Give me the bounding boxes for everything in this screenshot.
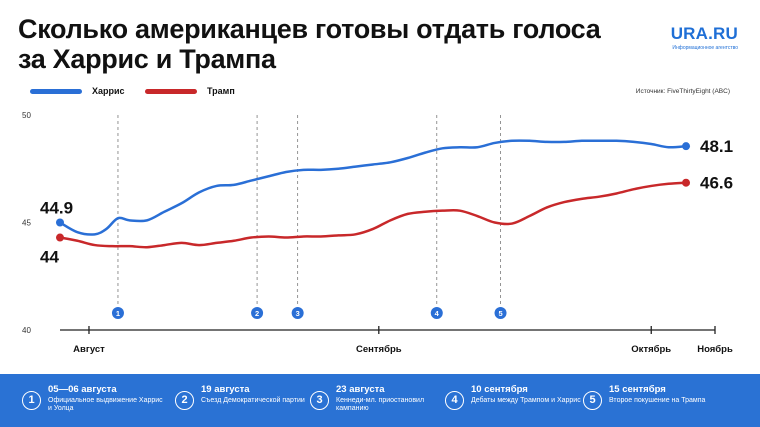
legend-label-harris: Харрис (92, 86, 125, 96)
event-date: 10 сентября (471, 384, 528, 395)
event-date: 23 августа (336, 384, 385, 395)
legend-swatch-harris (30, 89, 82, 95)
legend-item-harris: Харрис (30, 86, 125, 96)
series-start-point (56, 233, 64, 242)
series-start-point (56, 218, 64, 227)
series-start-label: 44.9 (40, 199, 73, 218)
event-marker-number: 2 (255, 309, 259, 318)
event-marker-number: 1 (116, 309, 120, 318)
events-footer: 1 05—06 августа Официальное выдвижение Х… (0, 374, 760, 427)
source-note: Источник: FiveThirtyEight (ABC) (635, 88, 730, 95)
event-date: 05—06 августа (48, 384, 117, 395)
event-marker-number: 4 (435, 309, 440, 318)
event-marker-circle (251, 307, 264, 319)
event-date: 15 сентября (609, 384, 666, 395)
event-date: 19 августа (201, 384, 250, 395)
series-end-label: 48.1 (700, 137, 733, 156)
y-tick-label: 40 (22, 326, 31, 335)
brand-logo[interactable]: URA.RU Информационное агентство (671, 24, 738, 51)
event-number: 3 (310, 391, 329, 410)
event-marker-number: 3 (296, 309, 300, 318)
logo-text: URA.RU (670, 24, 738, 43)
event-marker-circle (430, 307, 443, 319)
y-tick-label: 45 (22, 219, 31, 228)
series-end-point (682, 142, 691, 151)
x-tick-label: Ноябрь (697, 344, 733, 355)
event-number: 1 (22, 391, 41, 410)
series-line-harris (58, 139, 688, 236)
series-start-label: 44 (40, 248, 59, 267)
legend-swatch-trump (145, 89, 197, 95)
chart-title: Сколько американцев готовы отдать голоса… (18, 14, 601, 74)
x-tick-label: Сентябрь (356, 344, 402, 355)
event-description: Дебаты между Трампом и Харрис (471, 397, 581, 404)
event-number: 5 (583, 391, 602, 410)
event-marker-circle (291, 307, 304, 319)
y-tick-label: 50 (22, 111, 31, 120)
event-number: 4 (445, 391, 464, 410)
event-marker-number: 5 (498, 309, 502, 318)
x-tick-label: Октябрь (631, 344, 671, 355)
event-marker-circle (494, 307, 507, 319)
event-description: Официальное выдвижение Харрис и Уолца (48, 397, 163, 412)
logo-subtitle: Информационное агентство (672, 45, 738, 51)
legend-item-trump: Трамп (145, 86, 235, 96)
series-end-point (682, 178, 691, 187)
event-description: Второе покушение на Трампа (609, 397, 706, 404)
event-number: 2 (175, 391, 194, 410)
event-marker-circle (111, 307, 124, 319)
event-description: Кеннеди-мл. приостановил кампанию (336, 397, 425, 412)
legend-label-trump: Трамп (207, 86, 235, 96)
series-end-label: 46.6 (700, 174, 733, 193)
event-description: Съезд Демократической партии (201, 397, 305, 404)
series-line-trump (58, 181, 688, 249)
x-tick-label: Август (73, 344, 105, 355)
